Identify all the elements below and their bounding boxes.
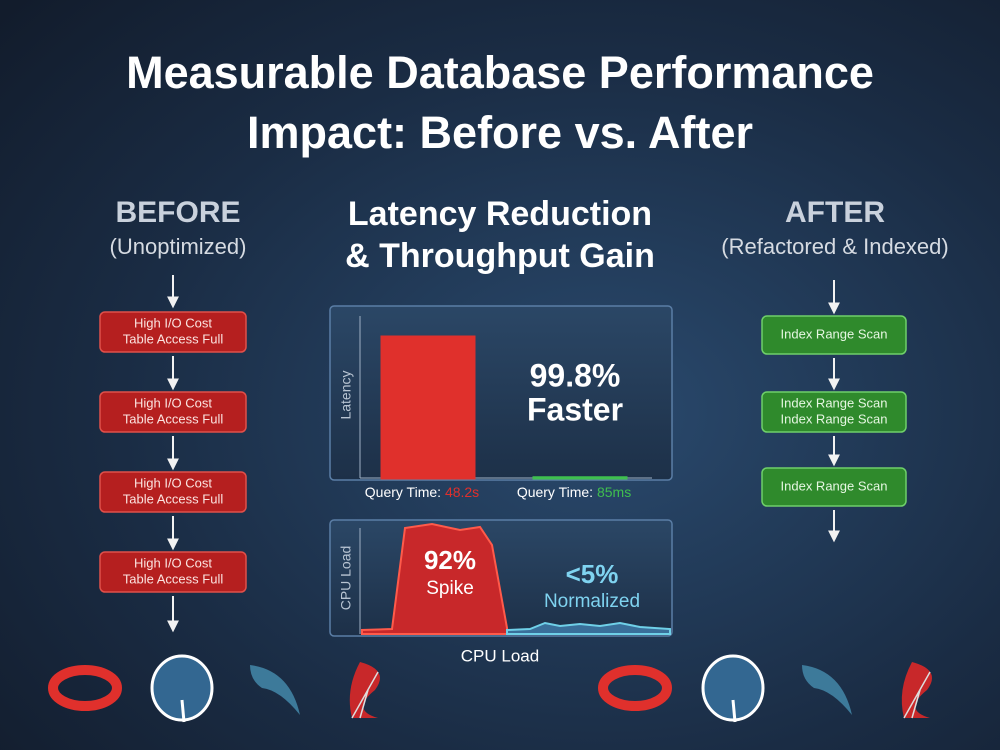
sqlserver-logo [349, 662, 380, 719]
sqlserver-logo [901, 662, 932, 719]
annotation: 99.8% [530, 357, 621, 393]
x-tick-label: Query Time: 48.2s [365, 484, 479, 500]
category-label: Query Time: [517, 484, 593, 500]
y-axis-label: Latency [338, 370, 354, 419]
step-label: High I/O Cost [134, 315, 212, 330]
oracle-logo [598, 665, 672, 711]
category-label: Query Time: [365, 484, 441, 500]
step-label: High I/O Cost [134, 555, 212, 570]
before-heading: BEFORE [115, 196, 240, 229]
postgres-logo [701, 654, 765, 723]
title: Impact: Before vs. After [247, 107, 753, 158]
after-subheading: (Refactored & Indexed) [721, 234, 948, 259]
step-label: Index Range Scan [781, 326, 888, 341]
y-axis-label: CPU Load [338, 546, 354, 611]
title: Measurable Database Performance [126, 47, 874, 98]
annotation: Faster [527, 391, 623, 427]
step-label: Table Access Full [123, 411, 224, 426]
center-heading: & Throughput Gain [345, 237, 655, 275]
x-axis-label: CPU Load [461, 646, 539, 665]
step-box [761, 315, 907, 355]
before-subheading: (Unoptimized) [110, 234, 247, 259]
center-heading: Latency Reduction [348, 195, 652, 233]
db-logos [48, 654, 932, 723]
step-box [99, 471, 247, 513]
step-box [99, 391, 247, 433]
step-box [761, 467, 907, 507]
step-label: Index Range Scan [781, 478, 888, 493]
mysql-logo [802, 665, 852, 715]
bar [380, 335, 476, 480]
x-tick-label: Query Time: 85ms [517, 484, 631, 500]
normal-value: <5% [566, 559, 619, 589]
step-box [99, 551, 247, 593]
mysql-logo [250, 665, 300, 715]
normal-label: Normalized [544, 591, 640, 612]
step-label: Index Range Scan [781, 395, 888, 410]
after-heading: AFTER [785, 196, 885, 229]
spike-value: 92% [424, 545, 476, 575]
oracle-logo [48, 665, 122, 711]
step-label: Table Access Full [123, 491, 224, 506]
step-label: Table Access Full [123, 571, 224, 586]
step-box [761, 391, 907, 433]
spike-label: Spike [426, 578, 474, 599]
value-label: 85ms [597, 484, 631, 500]
postgres-logo [150, 654, 214, 723]
step-label: High I/O Cost [134, 475, 212, 490]
step-box [99, 311, 247, 353]
step-label: Table Access Full [123, 331, 224, 346]
step-label: Index Range Scan [781, 411, 888, 426]
step-label: High I/O Cost [134, 395, 212, 410]
value-label: 48.2s [445, 484, 479, 500]
cpu-normal [506, 621, 671, 635]
